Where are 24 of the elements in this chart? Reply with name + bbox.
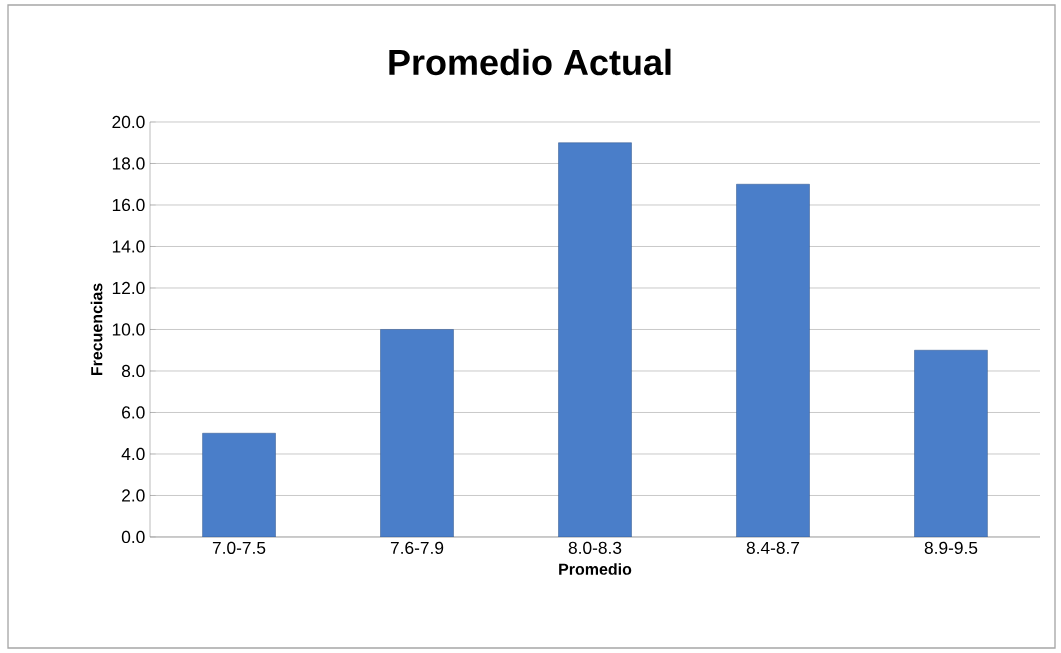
bar: [380, 329, 454, 537]
bar: [736, 183, 810, 537]
bar: [914, 349, 988, 537]
y-axis-title: Frecuencias: [90, 283, 103, 376]
x-tick-label: 8.9-9.5: [924, 541, 978, 554]
y-tick-label: 2.0: [122, 489, 145, 502]
x-tick-label: 8.4-8.7: [746, 541, 800, 554]
y-tick-label: 20.0: [112, 115, 145, 129]
y-tick-label: 16.0: [112, 198, 145, 212]
x-tick-label: 7.6-7.9: [390, 541, 444, 554]
x-axis-title: Promedio: [559, 563, 632, 575]
y-tick-label: 10.0: [112, 323, 145, 336]
y-tick-label: 12.0: [112, 281, 145, 295]
x-tick-label: 8.0-8.3: [568, 541, 622, 554]
x-tick-label: 7.0-7.5: [212, 541, 266, 554]
chart-title: Promedio Actual: [389, 48, 671, 76]
y-tick-label: 14.0: [112, 240, 145, 253]
bar: [558, 142, 632, 537]
y-tick-label: 6.0: [122, 406, 145, 419]
y-tick-label: 18.0: [112, 157, 145, 170]
y-tick-label: 0.0: [121, 530, 145, 544]
bar: [202, 432, 276, 537]
y-tick-label: 8.0: [121, 364, 145, 378]
y-tick-label: 4.0: [121, 447, 145, 461]
